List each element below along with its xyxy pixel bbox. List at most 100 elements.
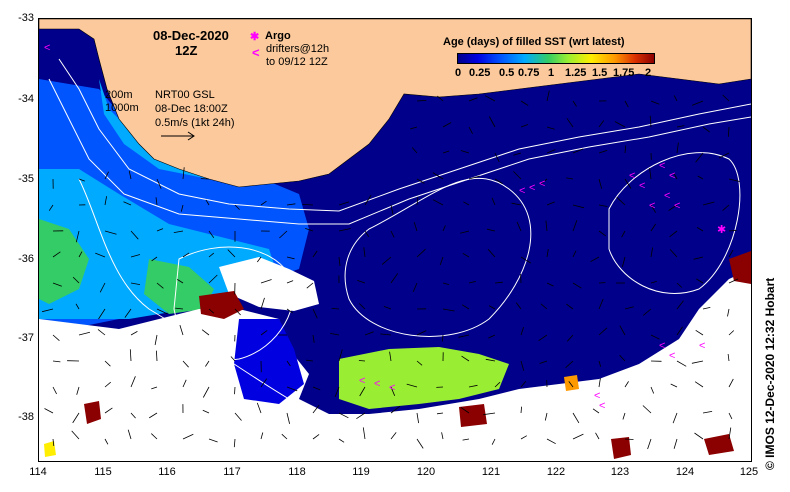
current-vector — [260, 200, 267, 206]
current-vector — [572, 204, 585, 209]
current-vector — [330, 333, 340, 336]
current-vector — [416, 412, 419, 424]
current-vector — [151, 386, 158, 390]
current-vector — [130, 282, 141, 285]
current-vector — [650, 247, 653, 258]
current-vector — [487, 249, 496, 258]
current-vector — [592, 408, 600, 414]
current-vector — [432, 199, 444, 206]
current-vector — [513, 171, 522, 180]
current-vector — [546, 248, 549, 258]
current-vector — [676, 142, 679, 154]
current-vector — [598, 327, 608, 336]
current-vector — [104, 438, 109, 445]
current-vector — [540, 303, 548, 310]
isobath-1000m — [48, 78, 751, 225]
current-vector — [727, 308, 730, 317]
lon-tick-123: 123 — [610, 466, 630, 478]
current-vector — [52, 360, 61, 363]
current-vector — [728, 378, 734, 388]
current-vector — [728, 278, 739, 284]
current-vector — [411, 147, 418, 154]
current-vector — [205, 199, 210, 206]
current-vector — [151, 433, 158, 440]
current-vector — [72, 276, 80, 284]
current-vector — [281, 433, 288, 440]
age-patch-red-4 — [729, 251, 751, 284]
current-vector — [130, 412, 136, 419]
current-vector — [104, 407, 113, 414]
current-vector — [380, 333, 392, 336]
current-vector — [406, 383, 418, 388]
current-vector — [494, 152, 500, 163]
drifter-marker: < — [669, 170, 675, 182]
current-vector — [52, 386, 57, 395]
current-vector — [442, 308, 455, 312]
current-vector — [520, 326, 524, 336]
current-vector — [104, 360, 111, 367]
current-vector — [234, 386, 236, 395]
current-vector — [728, 427, 732, 440]
current-vector — [488, 305, 496, 310]
current-vector — [647, 438, 652, 450]
current-vector — [488, 116, 496, 128]
current-vector — [572, 100, 577, 107]
current-vector — [693, 256, 704, 260]
current-vector — [697, 175, 704, 180]
current-vector — [572, 148, 584, 154]
current-vector — [52, 334, 60, 341]
current-vector — [390, 386, 396, 396]
current-vector — [673, 438, 678, 449]
age-patch-green-mid — [144, 259, 214, 314]
sst-contour-eddy-central — [344, 178, 532, 337]
drifter-marker: < — [519, 185, 525, 197]
sst-contour-eddy-east — [608, 152, 741, 294]
drifter-marker: < — [659, 160, 665, 172]
current-source: NRT00 GSL — [155, 89, 215, 101]
current-vector — [669, 249, 678, 258]
current-vector — [672, 412, 678, 424]
current-vector — [260, 330, 268, 336]
legend-label-05: 0.5 — [499, 67, 515, 79]
current-vector — [598, 178, 603, 189]
current-vector — [260, 297, 265, 310]
current-vector — [148, 412, 158, 419]
current-vector — [98, 308, 106, 320]
drifter-marker: < — [664, 190, 670, 202]
current-vector — [462, 438, 470, 441]
current-vector — [460, 407, 470, 414]
lat-tick-38: -38 — [18, 411, 34, 423]
current-vector — [334, 386, 340, 397]
drifters-period: to 09/12 12Z — [266, 56, 328, 68]
drifter-marker: < — [639, 180, 645, 192]
current-vector — [176, 279, 184, 284]
current-vector — [722, 204, 730, 211]
current-vector — [622, 256, 626, 268]
current-vector — [442, 150, 450, 154]
current-vector — [494, 178, 503, 184]
current-vector — [338, 349, 343, 362]
drifter-marker: < — [374, 378, 380, 390]
current-vector — [364, 331, 374, 336]
current-vector — [622, 412, 626, 420]
age-patch-red-2 — [84, 401, 101, 424]
current-vector — [728, 249, 734, 258]
current-vector — [234, 412, 242, 421]
current-vector — [286, 256, 295, 260]
current-vector — [595, 432, 600, 440]
current-vector — [182, 360, 189, 368]
current-vector — [463, 201, 470, 206]
current-vector — [151, 256, 158, 262]
current-vector — [124, 308, 132, 318]
current-vector — [179, 324, 184, 336]
current-vector — [676, 300, 684, 310]
drifter-marker: < — [649, 200, 655, 212]
legend-label-2: 2 — [645, 67, 652, 79]
current-vector — [676, 282, 683, 288]
current-vector — [491, 197, 496, 206]
current-vector — [129, 349, 132, 362]
current-vector — [173, 230, 184, 233]
current-vector — [338, 412, 349, 419]
current-vector — [78, 178, 85, 182]
current-vector — [624, 178, 632, 189]
